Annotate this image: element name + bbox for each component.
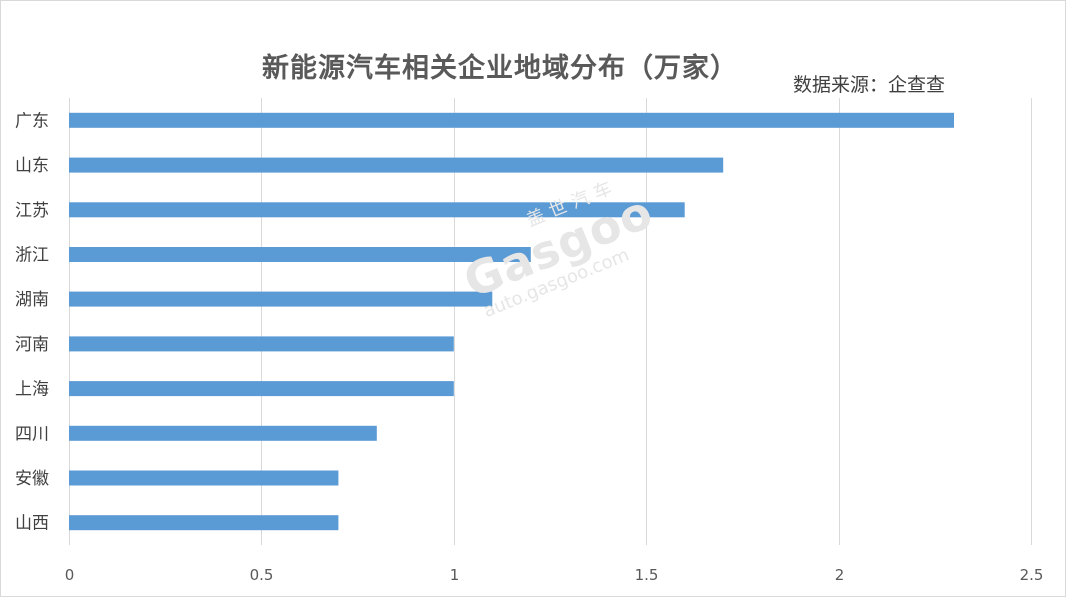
category-label: 广东 xyxy=(15,111,49,131)
bar xyxy=(69,381,454,397)
category-label: 河南 xyxy=(15,335,49,355)
x-tick-label: 2.5 xyxy=(1020,566,1044,584)
category-label: 湖南 xyxy=(15,290,49,310)
category-label: 山西 xyxy=(15,514,49,534)
chart-title: 新能源汽车相关企业地域分布（万家） xyxy=(262,53,738,84)
x-tick-label: 2 xyxy=(835,566,845,584)
x-tick-label: 1 xyxy=(450,566,460,584)
bar xyxy=(69,112,954,128)
bar xyxy=(69,157,724,173)
category-label: 山东 xyxy=(15,156,49,176)
bar xyxy=(69,336,454,352)
x-tick-label: 1.5 xyxy=(635,566,659,584)
x-tick-label: 0.5 xyxy=(250,566,274,584)
bar xyxy=(69,425,377,441)
x-tick-label: 0 xyxy=(65,566,75,584)
bar xyxy=(69,291,493,307)
bar xyxy=(69,202,685,218)
category-label: 上海 xyxy=(15,380,49,400)
bar xyxy=(69,247,531,262)
bar xyxy=(69,470,339,486)
category-label: 江苏 xyxy=(15,201,49,221)
category-label: 安徽 xyxy=(15,469,49,489)
bar xyxy=(69,515,339,531)
chart-source: 数据来源：企查查 xyxy=(793,74,946,96)
category-label: 浙江 xyxy=(15,246,49,266)
category-label: 四川 xyxy=(15,424,49,444)
